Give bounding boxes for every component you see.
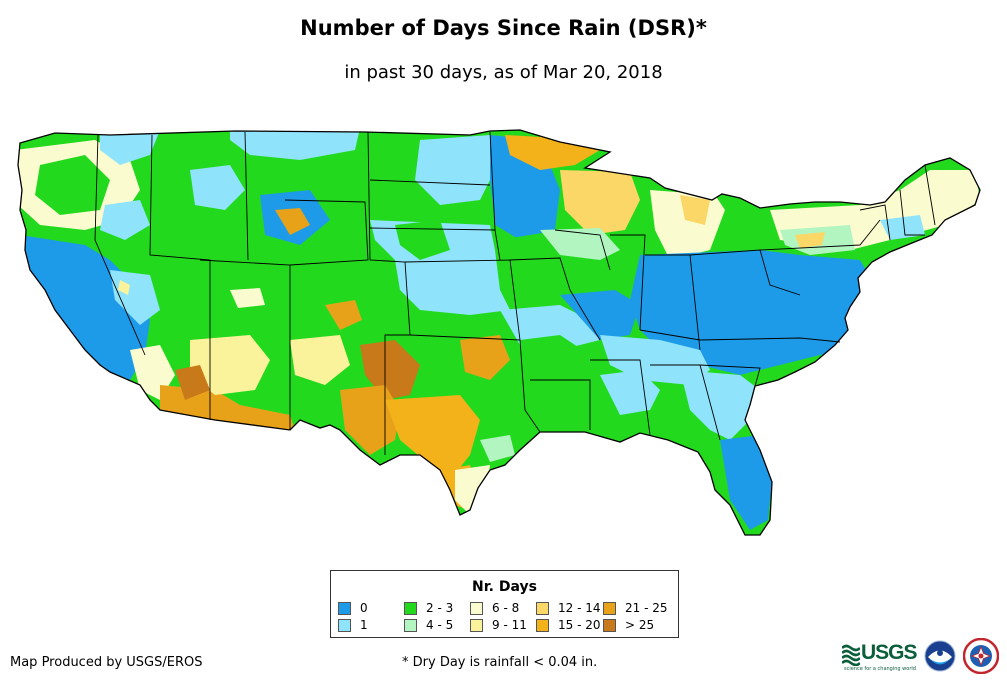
legend-swatch (338, 619, 351, 632)
legend-label: 0 (360, 601, 368, 615)
legend-label: > 25 (625, 618, 655, 632)
legend-item: 12 - 14 (536, 602, 601, 615)
legend-swatch (338, 602, 351, 615)
legend-item: 2 - 3 (404, 602, 453, 615)
dry-day-footnote: * Dry Day is rainfall < 0.04 in. (402, 655, 598, 670)
legend-item: 0 (338, 602, 368, 615)
legend-label: 9 - 11 (492, 618, 527, 632)
legend-label: 4 - 5 (426, 618, 454, 632)
noaa-logo-icon (924, 640, 956, 672)
legend-label: 2 - 3 (426, 601, 454, 615)
legend-swatch (470, 619, 483, 632)
us-map (17, 129, 981, 536)
legend: Nr. Days 0 1 2 - 3 4 - 5 6 - 8 9 - 11 12… (330, 570, 679, 638)
legend-item: 1 (338, 619, 368, 632)
legend-label: 12 - 14 (558, 601, 601, 615)
usgs-wave-icon (842, 644, 860, 666)
legend-swatch (536, 602, 549, 615)
legend-swatch (404, 619, 417, 632)
nws-logo-icon (963, 638, 999, 674)
legend-label: 6 - 8 (492, 601, 520, 615)
legend-title: Nr. Days (472, 579, 537, 595)
usgs-tagline: science for a changing world (844, 666, 916, 672)
legend-label: 1 (360, 618, 368, 632)
legend-item: 9 - 11 (470, 619, 527, 632)
map-credit: Map Produced by USGS/EROS (10, 655, 203, 670)
legend-label: 15 - 20 (558, 618, 601, 632)
legend-swatch (470, 602, 483, 615)
legend-item: 4 - 5 (404, 619, 453, 632)
legend-swatch (404, 602, 417, 615)
legend-swatch (536, 619, 549, 632)
legend-swatch (603, 619, 616, 632)
legend-swatch (603, 602, 616, 615)
legend-item: 15 - 20 (536, 619, 601, 632)
legend-label: 21 - 25 (625, 601, 668, 615)
usgs-logo-icon: USGS science for a changing world (842, 640, 920, 672)
state-borders (94, 131, 936, 455)
legend-item: > 25 (603, 619, 654, 632)
legend-item: 21 - 25 (603, 602, 668, 615)
map-title: Number of Days Since Rain (DSR)* (300, 16, 707, 40)
map-subtitle: in past 30 days, as of Mar 20, 2018 (344, 62, 663, 83)
usgs-logo-text: USGS (861, 641, 918, 664)
legend-item: 6 - 8 (470, 602, 519, 615)
